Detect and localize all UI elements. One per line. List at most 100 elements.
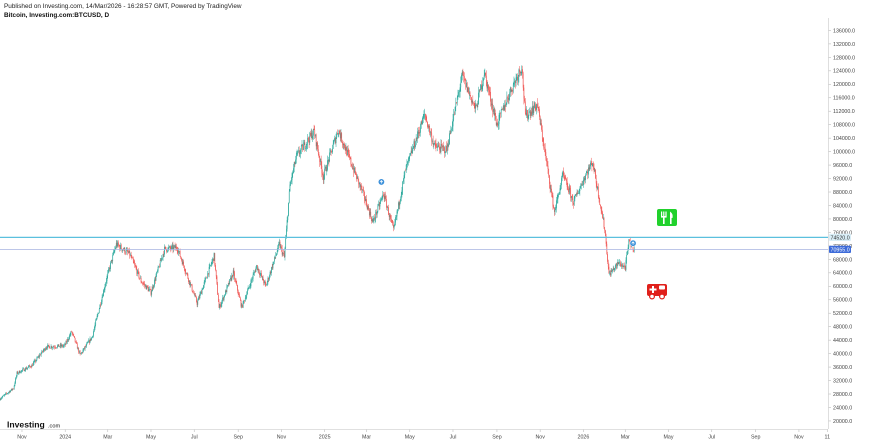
candle: [392, 219, 394, 226]
candle: [622, 262, 623, 270]
candle-body: [626, 255, 628, 261]
candle-body: [125, 250, 127, 253]
candle-body: [249, 286, 251, 287]
candle: [348, 148, 350, 158]
candle-body: [198, 297, 199, 301]
candle-body: [295, 153, 297, 160]
candle: [612, 265, 614, 271]
candle-body: [293, 162, 295, 169]
candle: [100, 302, 102, 308]
candle: [261, 270, 262, 278]
candle: [21, 370, 23, 373]
candle-body: [311, 132, 313, 139]
candle-body: [258, 268, 260, 273]
candle-body: [217, 283, 218, 295]
candle-body: [342, 141, 343, 144]
candle-body: [96, 318, 97, 321]
candle: [163, 250, 165, 258]
candle-body: [120, 245, 122, 249]
x-tick-label: 2024: [59, 435, 71, 441]
candle-body: [144, 283, 145, 286]
y-tick-label: 80000.0: [833, 217, 852, 223]
candle-body: [547, 165, 549, 169]
candle: [514, 78, 516, 88]
investing-logo: Investing .com: [7, 420, 60, 430]
candle-body: [610, 270, 612, 276]
candle-body: [74, 337, 76, 342]
candle: [25, 367, 26, 372]
candle-body: [628, 239, 630, 248]
candle-body: [305, 144, 307, 149]
candle-body: [30, 367, 32, 368]
candle-body: [606, 243, 608, 255]
candle-body: [273, 261, 274, 264]
candle-body: [237, 290, 239, 295]
candle-body: [73, 334, 75, 337]
candle-body: [479, 89, 481, 91]
candle-body: [105, 283, 106, 287]
candle-body: [259, 272, 260, 275]
candle: [393, 221, 394, 232]
candle: [119, 244, 121, 252]
candle-body: [360, 185, 362, 187]
candle: [215, 269, 217, 280]
candle-body: [11, 388, 13, 390]
candle-body: [389, 215, 391, 217]
candle-body: [535, 106, 537, 110]
candle: [237, 284, 238, 294]
candle-body: [339, 130, 340, 135]
candle: [417, 126, 419, 139]
candle: [515, 80, 516, 89]
candle: [105, 278, 107, 287]
candle: [206, 277, 208, 279]
candle-body: [364, 191, 365, 199]
candle-body: [285, 238, 287, 249]
candle-body: [84, 348, 85, 349]
candle: [3, 394, 5, 397]
candle: [154, 277, 155, 288]
candle: [57, 344, 59, 347]
candle-body: [595, 169, 596, 179]
info-marker-icon[interactable]: [377, 178, 385, 186]
candle-body: [327, 160, 328, 170]
candle: [361, 189, 363, 194]
candle: [9, 391, 11, 394]
candle: [49, 346, 50, 349]
candle-body: [87, 342, 89, 343]
candle: [542, 137, 544, 147]
candle-body: [260, 273, 262, 274]
candle-body: [26, 368, 28, 370]
candle: [424, 113, 426, 121]
candle: [382, 190, 384, 200]
candle-body: [444, 152, 446, 154]
candle: [503, 105, 505, 112]
candle-body: [470, 95, 472, 98]
candle: [200, 290, 202, 294]
candle: [476, 103, 478, 108]
candle: [305, 145, 306, 151]
candle: [243, 299, 245, 304]
candle: [198, 294, 200, 300]
candle: [208, 264, 210, 278]
candle-body: [462, 71, 464, 76]
candle-body: [596, 183, 598, 189]
y-tick-label: 100000.0: [833, 150, 855, 156]
candle: [530, 106, 532, 119]
candle: [283, 249, 284, 257]
candle-body: [99, 304, 101, 309]
candle: [357, 176, 359, 182]
candle: [232, 268, 234, 280]
candle: [220, 302, 222, 308]
candle: [629, 239, 630, 245]
candle-body: [232, 270, 234, 277]
candle-body: [349, 157, 351, 159]
candle: [153, 284, 155, 289]
candle-body: [589, 166, 591, 170]
candle-body: [454, 113, 455, 115]
candle-body: [571, 196, 573, 197]
candle-body: [319, 157, 321, 162]
candle: [91, 337, 92, 341]
info-marker-icon[interactable]: [629, 239, 637, 247]
candle: [349, 156, 351, 160]
